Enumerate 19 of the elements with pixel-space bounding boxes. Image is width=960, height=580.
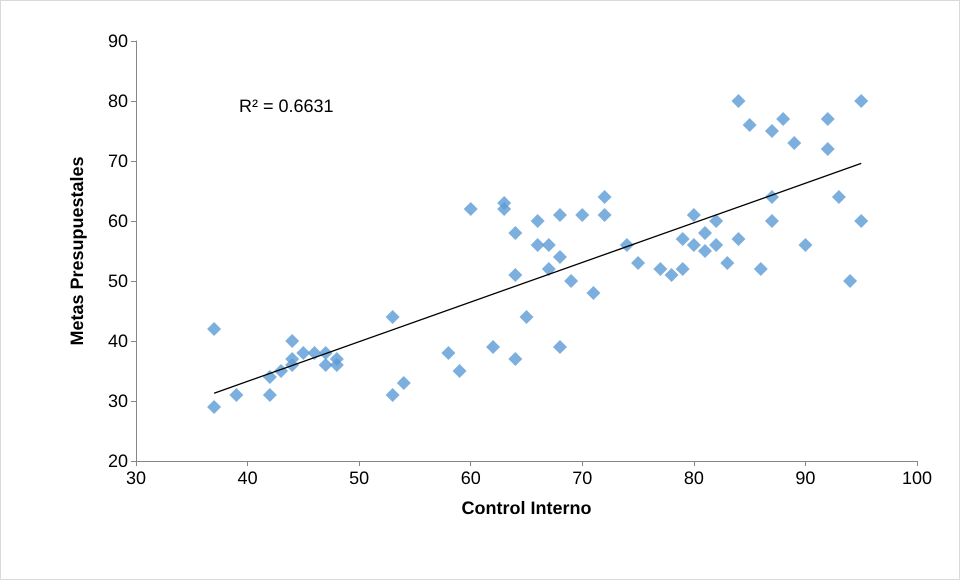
- annotation: R² = 0.6631: [239, 96, 334, 116]
- y-axis-title: Metas Presupuestales: [67, 156, 87, 346]
- y-tick-label: 80: [108, 91, 128, 111]
- x-tick-label: 90: [795, 468, 816, 488]
- x-tick-label: 60: [460, 468, 481, 488]
- y-tick-label: 40: [108, 331, 128, 351]
- y-tick-label: 30: [108, 391, 128, 411]
- x-tick-label: 40: [238, 468, 258, 488]
- x-tick-label: 80: [684, 468, 704, 488]
- x-axis-title: Control Interno: [462, 498, 592, 518]
- x-tick-label: 50: [349, 468, 370, 488]
- y-tick-label: 60: [108, 211, 128, 231]
- x-tick-label: 30: [126, 468, 146, 488]
- y-tick-label: 70: [108, 151, 128, 171]
- y-tick-label: 90: [108, 31, 128, 51]
- x-tick-label: 70: [572, 468, 592, 488]
- x-tick-label: 100: [902, 468, 932, 488]
- y-tick-label: 20: [108, 451, 128, 471]
- y-tick-label: 50: [108, 271, 128, 291]
